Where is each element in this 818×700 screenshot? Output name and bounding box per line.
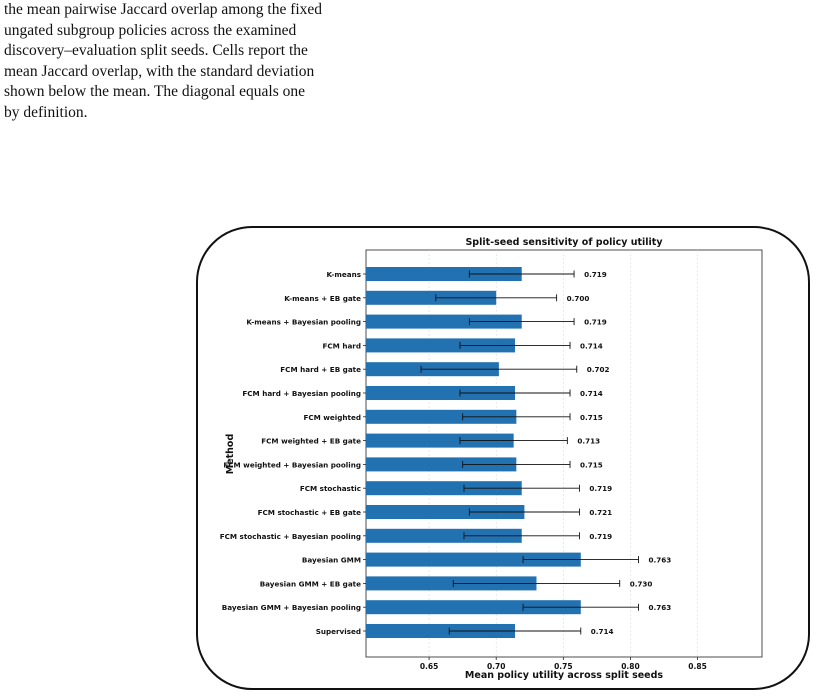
value-label: 0.763: [649, 556, 672, 565]
value-label: 0.715: [580, 413, 603, 422]
caption-line: by definition.: [4, 103, 88, 121]
caption-line: shown below the mean. The diagonal equal…: [4, 83, 306, 100]
category-label: FCM weighted + EB gate: [261, 437, 361, 446]
value-label: 0.702: [587, 365, 610, 374]
category-label: FCM stochastic + Bayesian pooling: [220, 532, 361, 541]
value-label: 0.714: [580, 341, 603, 350]
category-label: K-means + EB gate: [284, 294, 361, 303]
bar: [366, 386, 516, 400]
caption-line: discovery–evaluation split seeds. Cells …: [4, 42, 308, 59]
category-label: FCM hard: [323, 341, 362, 350]
value-label: 0.721: [589, 508, 612, 517]
bar: [366, 314, 522, 329]
value-label: 0.763: [649, 603, 672, 612]
bar: [366, 600, 581, 615]
caption-line: the mean pairwise Jaccard overlap among …: [4, 1, 323, 18]
x-tick-label: 0.65: [420, 662, 439, 671]
category-label: FCM hard + EB gate: [280, 365, 361, 374]
bar: [366, 409, 517, 424]
value-label: 0.714: [591, 627, 614, 636]
bar: [366, 552, 581, 567]
bar: [366, 338, 516, 353]
bar: [366, 528, 522, 543]
bar: [366, 624, 516, 638]
bar: [366, 433, 514, 448]
category-label: Supervised: [316, 627, 361, 636]
value-label: 0.719: [584, 318, 607, 327]
caption-line: mean Jaccard overlap, with the standard …: [4, 62, 315, 80]
caption-line: ungated subgroup policies across the exa…: [4, 21, 297, 39]
bar: [366, 481, 522, 496]
figure-caption: the mean pairwise Jaccard overlap among …: [4, 0, 444, 123]
value-label: 0.719: [589, 484, 612, 493]
category-label: FCM stochastic + EB gate: [258, 508, 362, 517]
x-tick-label: 0.85: [688, 662, 707, 671]
category-label: K-means + Bayesian pooling: [246, 318, 361, 327]
category-label: FCM stochastic: [300, 484, 361, 493]
x-tick-label: 0.80: [621, 662, 640, 671]
value-label: 0.700: [567, 294, 590, 303]
x-tick-label: 0.70: [487, 662, 506, 671]
bar: [366, 505, 525, 519]
plot-area: [365, 249, 763, 658]
value-label: 0.713: [577, 437, 600, 446]
chart-frame: [196, 226, 810, 690]
category-label: Bayesian GMM: [302, 556, 361, 565]
x-axis-label: Mean policy utility across split seeds: [465, 670, 663, 681]
category-label: FCM hard + Bayesian pooling: [242, 389, 361, 398]
value-label: 0.730: [630, 579, 653, 588]
bar: [366, 290, 497, 305]
value-label: 0.719: [584, 270, 607, 279]
category-label: FCM weighted + Bayesian pooling: [223, 460, 361, 469]
chart-title: Split-seed sensitivity of policy utility: [465, 237, 663, 248]
bar: [366, 576, 537, 591]
value-label: 0.714: [580, 389, 603, 398]
value-label: 0.719: [589, 532, 612, 541]
x-tick-label: 0.75: [554, 662, 573, 671]
value-label: 0.715: [580, 460, 603, 469]
bar: [366, 267, 522, 281]
category-label: K-means: [326, 270, 361, 279]
y-axis-label: Method: [225, 434, 236, 475]
bar: [366, 457, 517, 472]
category-label: Bayesian GMM + EB gate: [260, 579, 361, 588]
category-label: FCM weighted: [303, 413, 361, 422]
category-label: Bayesian GMM + Bayesian pooling: [222, 603, 361, 612]
